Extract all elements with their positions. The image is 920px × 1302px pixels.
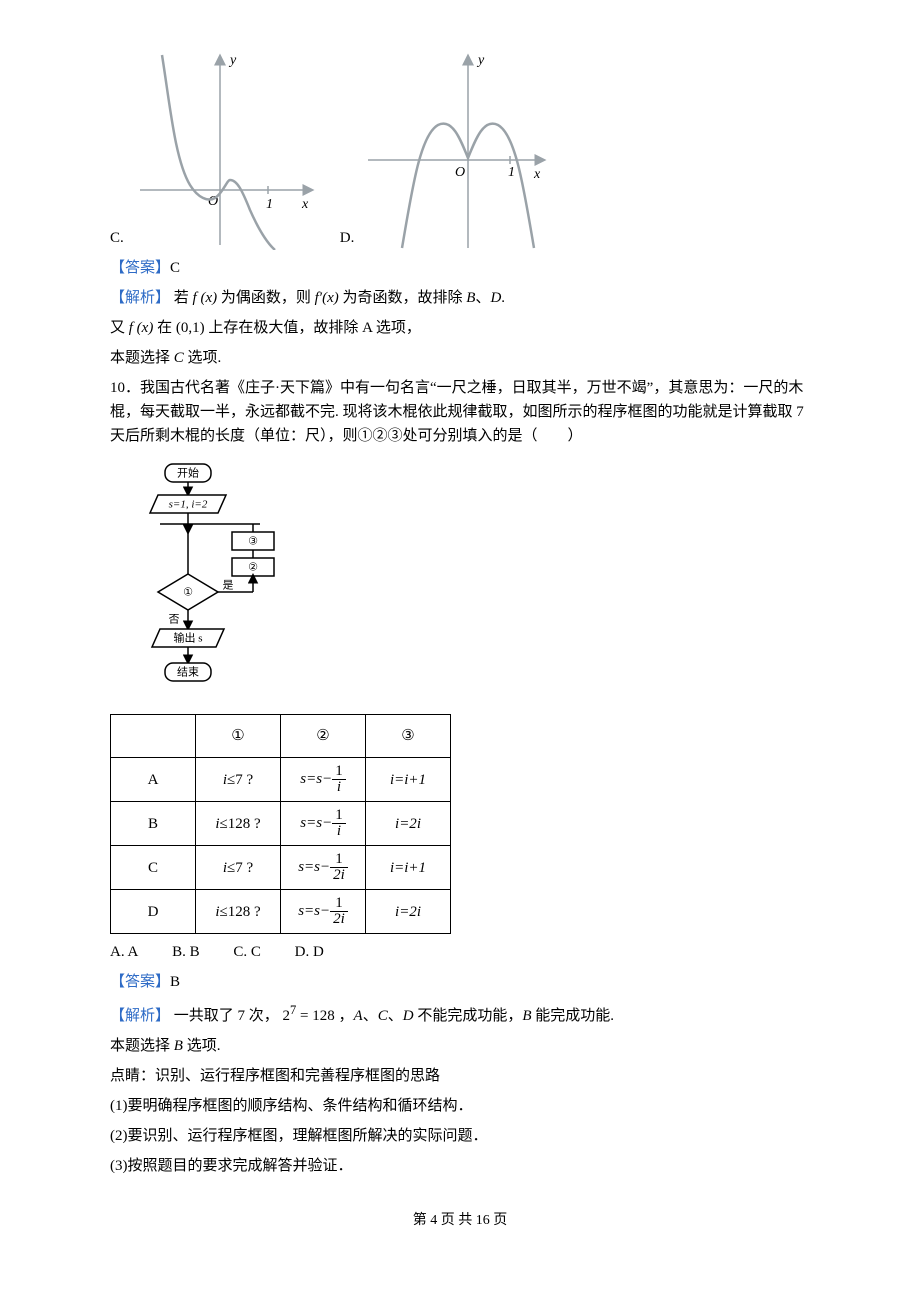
table-row: C i≤7 ? s=s−12i i=i+1 <box>111 846 451 890</box>
q10-text: 我国古代名著《庄子·天下篇》中有一句名言“一尺之棰，日取其半，万世不竭”，其意思… <box>110 380 804 444</box>
opt-a: A. A <box>110 944 138 960</box>
fpx: f′(x) <box>315 290 339 306</box>
hint-title: 点睛：识别、运行程序框图和完善程序框图的思路 <box>110 1064 810 1088</box>
svg-text:③: ③ <box>248 536 258 548</box>
analysis-10-line1: 【解析】 一共取了 7 次， 27 = 128 ，A、C、D 不能完成功能，B … <box>110 1000 810 1028</box>
options-10: A. A B. B C. C D. D <box>110 940 810 964</box>
svg-text:②: ② <box>248 562 258 574</box>
svg-text:开始: 开始 <box>177 466 199 480</box>
fx: f (x) <box>193 290 218 306</box>
svg-text:x: x <box>301 197 309 212</box>
svg-text:否: 否 <box>169 614 180 626</box>
page-footer: 第 4 页 共 16 页 <box>110 1210 810 1232</box>
col-2: ② <box>281 715 366 758</box>
hint-1: (1)要明确程序框图的顺序结构、条件结构和循环结构． <box>110 1094 810 1118</box>
svg-text:s=1, i=2: s=1, i=2 <box>169 499 208 511</box>
graph-d: O x y 1 <box>360 50 550 250</box>
opt-d: D. D <box>295 944 324 960</box>
svg-text:x: x <box>533 167 541 182</box>
table-header-row: ① ② ③ <box>111 715 451 758</box>
opt-b: B. B <box>172 944 200 960</box>
svg-text:1: 1 <box>266 197 273 212</box>
answer-label: 【答案】 <box>110 260 170 276</box>
question-10: 10．我国古代名著《庄子·天下篇》中有一句名言“一尺之棰，日取其半，万世不竭”，… <box>110 376 810 448</box>
answer-10: 【答案】B <box>110 970 810 994</box>
table-row: D i≤128 ? s=s−12i i=2i <box>111 890 451 934</box>
graph-options-row: C. O x y 1 D. <box>110 50 810 250</box>
svg-text:y: y <box>228 53 237 68</box>
table-row: B i≤128 ? s=s−1i i=2i <box>111 802 451 846</box>
svg-text:y: y <box>476 53 485 68</box>
svg-text:输出 s: 输出 s <box>173 631 202 645</box>
option-c-label: C. <box>110 226 124 250</box>
svg-text:1: 1 <box>508 165 515 180</box>
analysis-10-line2: 本题选择 B 选项. <box>110 1034 810 1058</box>
col-1: ① <box>196 715 281 758</box>
answer-9-text: C <box>170 260 180 276</box>
hint-2: (2)要识别、运行程序框图，理解框图所解决的实际问题． <box>110 1124 810 1148</box>
q10-num: 10． <box>110 380 140 396</box>
answer-label: 【答案】 <box>110 974 170 990</box>
svg-text:是: 是 <box>223 579 234 592</box>
analysis-label: 【解析】 <box>110 1008 170 1024</box>
analysis-label: 【解析】 <box>110 290 170 306</box>
choice-table: ① ② ③ A i≤7 ? s=s−1i i=i+1 B i≤128 ? s=s… <box>110 714 451 934</box>
svg-text:O: O <box>455 165 465 180</box>
flowchart: 开始 s=1, i=2 ③ ② ① 是 否 输出 s 结束 <box>110 462 810 700</box>
col-3: ③ <box>366 715 451 758</box>
table-row: A i≤7 ? s=s−1i i=i+1 <box>111 758 451 802</box>
analysis-9-line3: 本题选择 C 选项. <box>110 346 810 370</box>
answer-9: 【答案】C <box>110 256 810 280</box>
graph-c: O x y 1 <box>130 50 320 250</box>
opt-c: C. C <box>233 944 261 960</box>
analysis-9-line1: 【解析】 若 f (x) 为偶函数，则 f′(x) 为奇函数，故排除 B、D. <box>110 286 810 310</box>
analysis-9-line2: 又 f (x) 在 (0,1) 上存在极大值，故排除 A 选项， <box>110 316 810 340</box>
svg-text:①: ① <box>183 587 193 599</box>
hint-3: (3)按照题目的要求完成解答并验证． <box>110 1154 810 1178</box>
svg-text:结束: 结束 <box>177 666 199 679</box>
option-d-label: D. <box>340 226 355 250</box>
answer-10-text: B <box>170 974 180 990</box>
